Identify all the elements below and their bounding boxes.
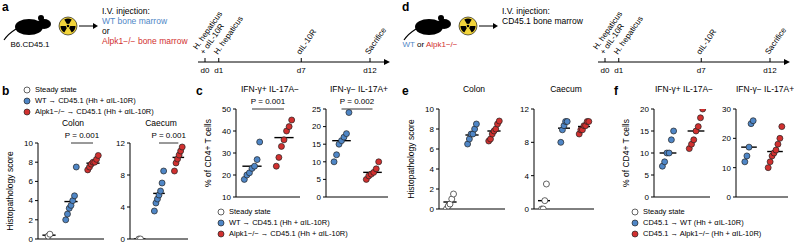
svg-text:10: 10 [24,139,33,148]
svg-text:0: 0 [317,193,322,202]
svg-text:αIL-10R: αIL-10R [295,27,319,56]
svg-text:2: 2 [29,216,34,225]
svg-text:25: 25 [312,105,321,114]
svg-text:d1: d1 [214,66,223,75]
svg-text:Sacrifice: Sacrifice [363,25,388,56]
svg-text:8: 8 [29,158,34,167]
svg-text:or: or [102,26,110,36]
svg-text:a: a [2,0,9,14]
svg-text:4: 4 [29,196,34,205]
svg-text:6: 6 [29,177,34,186]
svg-text:H. hepaticus: H. hepaticus [612,15,645,57]
svg-text:10: 10 [222,193,231,202]
svg-text:d12: d12 [363,66,377,75]
svg-text:Alpk1−/− bone marrow: Alpk1−/− bone marrow [102,36,188,46]
svg-text:8: 8 [430,125,435,134]
svg-text:4: 4 [525,172,530,181]
svg-text:20: 20 [722,134,731,143]
svg-text:P = 0.001: P = 0.001 [65,131,100,140]
svg-text:Sacrifice: Sacrifice [763,25,788,56]
svg-text:20: 20 [222,171,231,180]
svg-text:0: 0 [727,193,732,202]
svg-text:10: 10 [640,149,649,158]
svg-text:15: 15 [312,140,321,149]
svg-text:I.V. injection:: I.V. injection: [502,6,550,16]
svg-text:8: 8 [525,138,530,147]
svg-text:αIL-10R: αIL-10R [695,27,719,56]
svg-text:10: 10 [722,164,731,173]
svg-text:10: 10 [312,158,321,167]
svg-text:8: 8 [121,171,126,180]
svg-text:I.V. injection:: I.V. injection: [102,6,150,16]
svg-text:20: 20 [640,105,649,114]
svg-text:d1: d1 [614,66,623,75]
svg-text:10: 10 [425,105,434,114]
svg-text:d7: d7 [297,66,306,75]
svg-text:CD45.1 bone marrow: CD45.1 bone marrow [502,16,584,26]
svg-text:WT or Alpk1−/−: WT or Alpk1−/− [403,40,458,49]
svg-text:40: 40 [222,127,231,136]
svg-text:d0: d0 [201,66,210,75]
svg-text:0: 0 [525,205,530,214]
svg-text:d7: d7 [697,66,706,75]
svg-text:0: 0 [121,235,126,244]
svg-text:d: d [402,0,409,14]
svg-text:30: 30 [222,149,231,158]
svg-text:0: 0 [645,193,650,202]
svg-text:P = 0.001: P = 0.001 [152,131,187,140]
svg-text:4: 4 [430,165,435,174]
svg-text:30: 30 [722,105,731,114]
svg-text:20: 20 [312,122,321,131]
svg-text:5: 5 [317,175,322,184]
svg-text:6: 6 [430,145,435,154]
svg-text:0: 0 [29,235,34,244]
svg-text:12: 12 [520,105,529,114]
svg-text:2: 2 [430,185,435,194]
svg-text:0: 0 [430,205,435,214]
svg-text:15: 15 [640,127,649,136]
svg-text:12: 12 [116,139,125,148]
svg-text:P = 0.002: P = 0.002 [340,97,375,106]
svg-text:WT bone marrow: WT bone marrow [102,16,168,26]
svg-text:5: 5 [645,171,650,180]
svg-text:4: 4 [121,203,126,212]
svg-text:d0: d0 [601,66,610,75]
svg-text:50: 50 [222,105,231,114]
svg-text:d12: d12 [763,66,777,75]
svg-text:P = 0.001: P = 0.001 [251,97,286,106]
svg-text:B6.CD45.1: B6.CD45.1 [10,40,50,49]
svg-text:H. hepaticus: H. hepaticus [212,15,245,57]
